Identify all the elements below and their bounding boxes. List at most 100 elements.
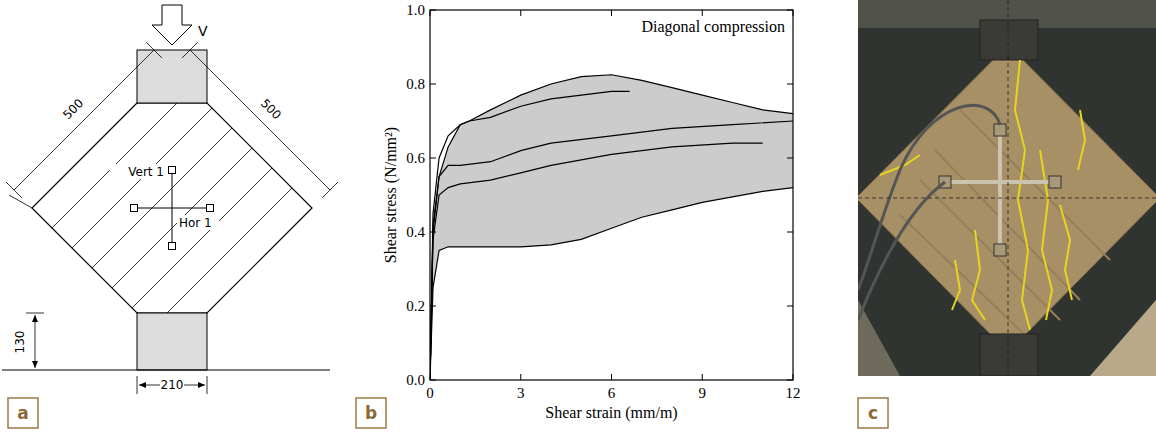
crack: [1078, 110, 1085, 170]
y-tick-right: [787, 10, 793, 11]
y-tick: [430, 306, 436, 307]
crack: [1015, 60, 1030, 330]
y-tick-label: 0.0: [406, 372, 425, 388]
layers: [52, 88, 292, 328]
x-tick-label: 0: [426, 385, 434, 401]
gauge-clamp: [1049, 176, 1061, 188]
x-tick-top: [702, 10, 703, 16]
panel-letter: c: [858, 398, 888, 428]
gauge-end: [131, 205, 138, 212]
crack: [1060, 205, 1072, 300]
gauge-vertical-photo: [998, 125, 1002, 255]
dim-line: [35, 315, 36, 368]
layer-band: [960, 110, 1110, 260]
dim-tick: [182, 42, 198, 58]
envelope-area: [430, 75, 793, 380]
y-tick: [430, 380, 436, 381]
y-tick-label: 0.8: [406, 76, 425, 92]
plot-area: [430, 75, 793, 380]
label-patch: [160, 378, 184, 392]
layer-line: [72, 108, 212, 248]
x-tick-top: [520, 10, 521, 16]
gauge-clamp: [994, 124, 1006, 136]
crack: [972, 230, 985, 320]
y-tick: [430, 10, 436, 11]
y-tick-right: [787, 306, 793, 307]
x-tick-label: 12: [786, 385, 801, 401]
dim-tick: [146, 42, 162, 58]
x-tick-label: 9: [699, 385, 707, 401]
dim-label: 130: [13, 331, 27, 354]
gauge-end: [169, 167, 176, 174]
panel-letter: a: [8, 398, 38, 428]
label-patch: [110, 164, 165, 179]
envelope-upper: [430, 75, 793, 380]
ground: [2, 370, 330, 371]
y-tick-right: [787, 232, 793, 233]
panel-letter: b: [356, 398, 386, 428]
gauge-horizontal-photo: [940, 180, 1060, 184]
y-tick-right: [787, 84, 793, 85]
top-shoe-photo: [980, 20, 1038, 60]
gauge-label: Hor 1: [179, 216, 212, 230]
plot-frame: [430, 10, 793, 380]
bottom-shoe: [137, 313, 207, 370]
panel-letter-box: [356, 398, 386, 428]
x-tick-top: [793, 10, 794, 16]
frame-brace: [858, 300, 900, 376]
y-tick-label: 1.0: [406, 2, 425, 18]
annotation: Diagonal compression: [641, 18, 785, 36]
panel-letter-text: c: [868, 403, 878, 423]
dim-tick: [322, 182, 338, 198]
load-label: V: [198, 23, 208, 39]
y-tick-label: 0.6: [406, 150, 425, 166]
x-tick: [702, 374, 703, 380]
panel-c: [856, 0, 1156, 376]
layer-band: [900, 215, 1030, 340]
dim-tick: [207, 376, 208, 394]
x-axis-title: Shear strain (mm/m): [545, 404, 677, 422]
dim-tick: [26, 313, 44, 314]
layer-line: [112, 148, 252, 288]
y-tick-label: 0.2: [406, 298, 425, 314]
specimen-photo: [858, 45, 1156, 352]
layer-band: [935, 150, 1080, 300]
dim-label: 500: [60, 96, 86, 122]
x-tick: [520, 374, 521, 380]
bottom-shoe-photo: [980, 334, 1038, 376]
x-tick-top: [430, 10, 431, 16]
dim-label: 500: [258, 96, 284, 122]
gauge-cable: [858, 182, 945, 320]
x-tick: [793, 374, 794, 380]
dim-line: [190, 50, 330, 190]
photo: [858, 0, 1156, 376]
figure: abcV500500130210Vert 1Hor 10369120.00.20…: [0, 0, 1156, 432]
y-tick: [430, 84, 436, 85]
dim-label: 210: [161, 378, 184, 392]
specimen: [32, 103, 312, 313]
x-tick-top: [611, 10, 612, 16]
y-tick-right: [787, 380, 793, 381]
y-tick: [430, 232, 436, 233]
gauge-clamp: [994, 244, 1006, 256]
panel-letter-text: b: [365, 403, 377, 423]
gauge-label: Vert 1: [128, 165, 164, 179]
y-tick-label: 0.4: [406, 224, 425, 240]
y-tick: [430, 158, 436, 159]
layer-line: [92, 128, 232, 268]
load-arrow: [152, 5, 192, 45]
envelope-lower: [430, 188, 793, 380]
dim-tick: [137, 376, 138, 394]
gauge-end: [207, 205, 214, 212]
y-axis-title: Shear stress (N/mm²): [382, 127, 400, 263]
series-line: [430, 143, 763, 380]
series-line: [430, 91, 630, 380]
layer-band: [920, 180, 1060, 320]
x-tick: [430, 374, 431, 380]
panel-a: V 500 500 130 210 Vert 1 Hor 1: [2, 5, 338, 394]
y-tick-right: [787, 158, 793, 159]
label-patch: [177, 215, 219, 230]
layer-line: [152, 188, 292, 328]
panel-letter-box: [858, 398, 888, 428]
x-tick-label: 3: [517, 385, 525, 401]
